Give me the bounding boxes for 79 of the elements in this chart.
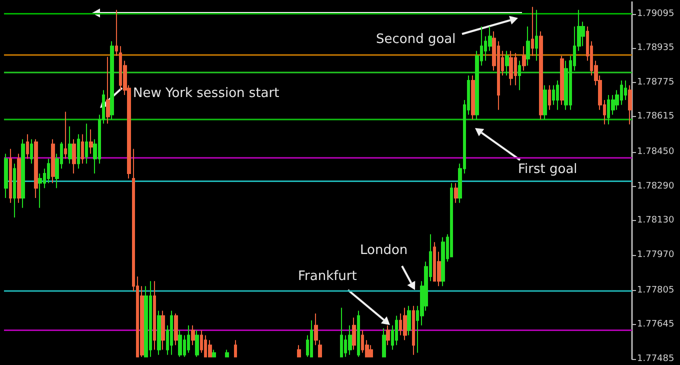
candlestick	[64, 111, 67, 160]
candlestick	[297, 344, 301, 358]
candlestick	[535, 9, 538, 62]
y-tick-label: 1.78290	[637, 181, 674, 192]
candlestick	[9, 148, 12, 204]
candlestick	[34, 138, 38, 198]
candlestick	[85, 123, 88, 164]
y-tick-label: 1.78450	[637, 147, 674, 158]
candlestick	[522, 46, 526, 72]
candlestick	[548, 84, 551, 110]
candlestick	[450, 182, 453, 258]
candlestick	[157, 310, 161, 356]
candlestick	[153, 280, 156, 350]
candlestick	[386, 324, 390, 346]
candlestick	[564, 60, 568, 110]
y-tick-label: 1.77645	[637, 320, 674, 330]
candlestick	[161, 310, 165, 350]
annotation: Second goal	[376, 32, 456, 47]
candlestick	[348, 324, 352, 356]
y-tick-label: 1.78615	[637, 112, 674, 122]
candlestick	[212, 349, 216, 358]
candlestick	[21, 138, 25, 208]
candlestick	[357, 310, 360, 358]
candlestick	[441, 236, 445, 287]
annotation: New York session start	[133, 86, 280, 101]
candlestick	[30, 138, 33, 164]
candlestick	[531, 6, 534, 56]
candlestick	[200, 330, 203, 354]
candlestick	[4, 153, 8, 198]
candlestick	[225, 349, 229, 358]
candlestick	[77, 134, 80, 170]
candlestick	[187, 324, 190, 354]
candlestick	[170, 310, 173, 356]
candlestick	[518, 60, 521, 91]
candlestick	[174, 313, 178, 346]
candlestick	[89, 128, 93, 154]
candlestick	[395, 315, 398, 346]
y-tick-label: 1.77805	[637, 285, 674, 296]
candlestick	[13, 163, 16, 218]
annotation: Frankfurt	[298, 269, 357, 284]
y-tick-label: 1.78130	[637, 216, 674, 226]
candlestick	[17, 153, 21, 204]
candlestick	[412, 305, 415, 356]
candlestick	[543, 84, 547, 120]
candlestick	[178, 330, 182, 358]
candlestick	[556, 80, 559, 110]
y-tick-label: 1.77970	[637, 250, 674, 260]
candlestick	[382, 328, 386, 358]
y-tick-label: 1.78775	[637, 77, 674, 88]
candlestick	[539, 30, 543, 120]
candlestick	[310, 320, 313, 358]
candlestick	[403, 307, 407, 341]
candlestick	[191, 324, 195, 346]
candlestick	[352, 317, 356, 350]
candlestick	[195, 330, 199, 358]
annotation: First goal	[518, 162, 578, 177]
candlestick	[340, 307, 343, 358]
y-tick-label: 1.77485	[637, 354, 674, 364]
candlestick	[106, 56, 110, 124]
y-tick-label: 1.79095	[637, 8, 674, 19]
candlestick	[454, 182, 458, 204]
candlestick	[407, 305, 411, 336]
candlestick	[234, 340, 237, 358]
y-tick-label: 1.78935	[637, 43, 674, 54]
candlestick	[47, 158, 50, 184]
candlestick	[115, 9, 118, 56]
candlestick	[471, 75, 475, 120]
candlestick	[526, 26, 530, 66]
candlestick	[26, 134, 29, 160]
candlestick	[628, 84, 632, 125]
candlestick	[560, 55, 564, 106]
annotation: London	[360, 243, 408, 258]
candlestick	[509, 50, 513, 86]
candlestick	[51, 138, 55, 184]
candlestick	[72, 138, 76, 174]
candlestick	[505, 50, 509, 76]
candlestick	[68, 126, 72, 164]
candlestick	[110, 40, 114, 120]
candlestick	[81, 134, 84, 164]
